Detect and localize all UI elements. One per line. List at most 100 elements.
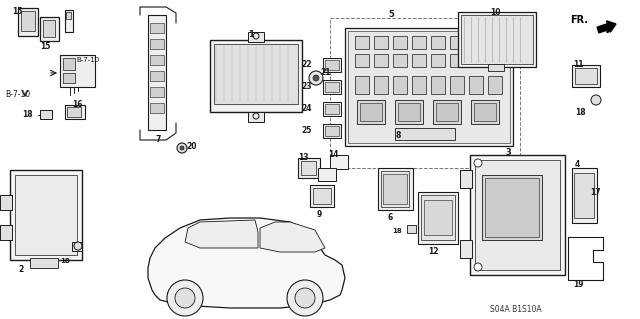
Bar bbox=[482, 175, 542, 240]
Bar bbox=[67, 107, 81, 117]
Text: 2: 2 bbox=[18, 265, 23, 274]
Bar bbox=[488, 36, 502, 49]
Bar bbox=[393, 76, 407, 94]
Circle shape bbox=[295, 288, 315, 308]
Bar bbox=[450, 54, 464, 67]
Bar bbox=[63, 73, 75, 83]
Circle shape bbox=[177, 143, 187, 153]
Bar bbox=[65, 10, 73, 32]
Text: 24: 24 bbox=[301, 104, 312, 113]
Text: 18: 18 bbox=[392, 228, 402, 234]
Text: 3: 3 bbox=[505, 148, 511, 157]
Bar bbox=[330, 18, 520, 168]
Bar bbox=[488, 76, 502, 94]
Bar bbox=[460, 240, 472, 258]
FancyArrow shape bbox=[597, 21, 616, 33]
Text: 5: 5 bbox=[388, 10, 394, 19]
Bar bbox=[348, 31, 510, 143]
Bar bbox=[412, 76, 426, 94]
Bar bbox=[469, 76, 483, 94]
Bar bbox=[469, 36, 483, 49]
Bar bbox=[378, 168, 413, 210]
Bar bbox=[18, 8, 38, 36]
Bar bbox=[310, 185, 334, 207]
Text: 16: 16 bbox=[72, 100, 83, 109]
Bar bbox=[43, 20, 55, 37]
Bar bbox=[298, 158, 320, 178]
Bar bbox=[450, 36, 464, 49]
Text: 4: 4 bbox=[575, 160, 580, 169]
Bar bbox=[418, 192, 458, 244]
Bar bbox=[469, 54, 483, 67]
Text: B-7-10: B-7-10 bbox=[76, 57, 99, 63]
Text: 18: 18 bbox=[60, 258, 70, 264]
Bar bbox=[150, 39, 164, 49]
Bar bbox=[345, 28, 513, 146]
Bar bbox=[150, 103, 164, 113]
Bar bbox=[424, 200, 452, 235]
Bar bbox=[471, 100, 499, 124]
Text: B-7-10: B-7-10 bbox=[5, 90, 30, 99]
Bar bbox=[407, 225, 416, 233]
Bar bbox=[15, 175, 77, 255]
Bar bbox=[150, 55, 164, 65]
Bar bbox=[63, 58, 75, 70]
Text: 25: 25 bbox=[301, 126, 312, 135]
Bar bbox=[574, 173, 594, 218]
Bar bbox=[485, 178, 539, 237]
Text: 11: 11 bbox=[573, 60, 584, 69]
Circle shape bbox=[167, 280, 203, 316]
Circle shape bbox=[474, 159, 482, 167]
Bar bbox=[460, 170, 472, 188]
Bar bbox=[433, 100, 461, 124]
Text: S04A B1S10A: S04A B1S10A bbox=[490, 305, 541, 314]
Bar bbox=[572, 65, 600, 87]
Bar bbox=[393, 54, 407, 67]
Text: 14: 14 bbox=[328, 150, 339, 159]
Bar bbox=[398, 103, 420, 121]
Text: 1: 1 bbox=[248, 30, 254, 39]
Bar bbox=[325, 82, 339, 92]
Bar bbox=[323, 102, 341, 116]
Bar bbox=[248, 32, 264, 42]
Bar bbox=[0, 225, 12, 240]
Bar bbox=[383, 174, 407, 204]
Bar bbox=[355, 54, 369, 67]
Bar bbox=[301, 161, 316, 175]
Text: 7: 7 bbox=[155, 135, 161, 144]
Bar bbox=[395, 100, 423, 124]
Bar bbox=[412, 54, 426, 67]
Bar bbox=[313, 188, 331, 204]
Bar bbox=[357, 100, 385, 124]
Bar bbox=[150, 87, 164, 97]
Text: 19: 19 bbox=[573, 280, 584, 289]
Bar bbox=[323, 80, 341, 94]
Text: 18: 18 bbox=[22, 110, 33, 119]
Bar bbox=[412, 36, 426, 49]
Circle shape bbox=[175, 288, 195, 308]
Bar bbox=[325, 104, 339, 114]
Text: 21: 21 bbox=[320, 68, 330, 77]
Bar bbox=[488, 54, 502, 67]
Bar bbox=[431, 76, 445, 94]
Text: 18: 18 bbox=[575, 108, 586, 117]
Bar bbox=[21, 11, 35, 31]
Text: 6: 6 bbox=[388, 213, 393, 222]
Bar bbox=[475, 160, 560, 270]
Polygon shape bbox=[185, 220, 258, 248]
Bar bbox=[572, 168, 597, 223]
Bar bbox=[360, 103, 382, 121]
Text: 15: 15 bbox=[40, 42, 51, 51]
Bar bbox=[488, 64, 504, 71]
Circle shape bbox=[474, 263, 482, 271]
Text: 9: 9 bbox=[317, 210, 323, 219]
Bar bbox=[431, 54, 445, 67]
Bar bbox=[393, 36, 407, 49]
Bar bbox=[374, 54, 388, 67]
Bar bbox=[285, 232, 295, 242]
Text: 13: 13 bbox=[298, 153, 308, 162]
Text: 22: 22 bbox=[301, 60, 312, 69]
Polygon shape bbox=[148, 218, 345, 308]
Circle shape bbox=[287, 280, 323, 316]
Bar bbox=[325, 60, 339, 70]
